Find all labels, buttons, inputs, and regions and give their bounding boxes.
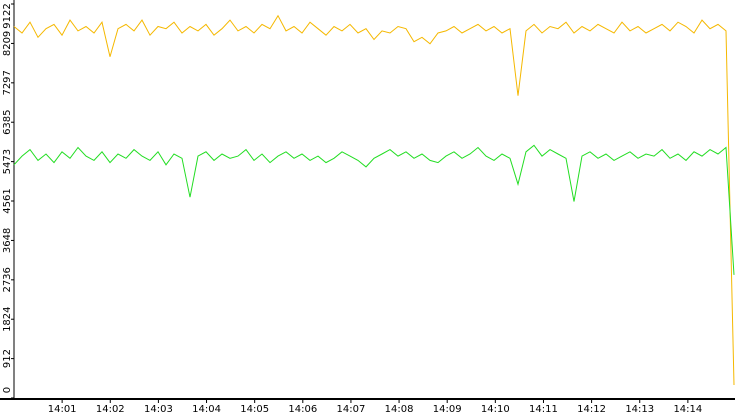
y-tick-label: 0	[2, 387, 13, 393]
x-tick-label: 14:13	[625, 404, 654, 415]
x-axis-bar	[0, 398, 735, 400]
x-tick-label: 14:01	[48, 404, 77, 415]
x-tick-label: 14:08	[385, 404, 414, 415]
x-tick-label: 14:10	[481, 404, 510, 415]
x-tick-label: 14:06	[288, 404, 317, 415]
x-tick-label: 14:03	[144, 404, 173, 415]
y-tick-label: 3648	[2, 228, 13, 253]
x-tick-label: 14:07	[337, 404, 366, 415]
y-tick-label: 912	[2, 349, 13, 368]
y-tick-label: 5473	[2, 149, 13, 174]
x-tick-label: 14:04	[192, 404, 221, 415]
y-tick-label: 9122	[2, 3, 13, 28]
x-tick-label: 14:14	[673, 404, 702, 415]
x-tick-label: 14:02	[96, 404, 125, 415]
y-tick-label: 4561	[2, 188, 13, 213]
x-tick-label: 14:11	[529, 404, 558, 415]
y-tick-label: 6385	[2, 109, 13, 134]
y-tick-label: 2736	[2, 267, 13, 292]
series-line	[13, 144, 735, 275]
x-tick-label: 14:05	[240, 404, 269, 415]
series-line	[13, 14, 735, 386]
y-tick-label: 8209	[2, 31, 13, 56]
y-tick-label: 7297	[2, 70, 13, 95]
x-tick-label: 14:09	[433, 404, 462, 415]
x-tick-label: 14:12	[577, 404, 606, 415]
y-tick-label: 1824	[2, 306, 13, 331]
